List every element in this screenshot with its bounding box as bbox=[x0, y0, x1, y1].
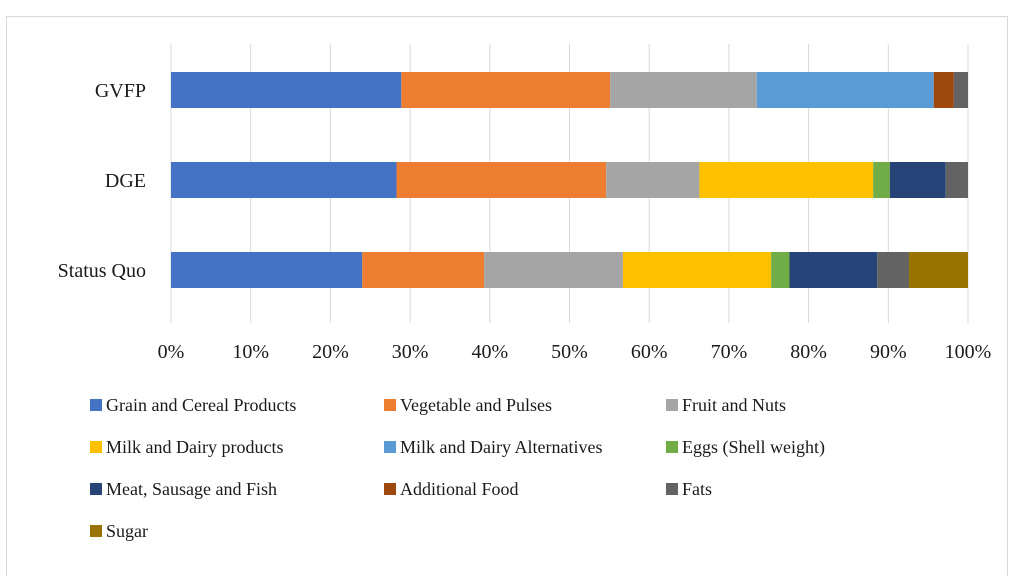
x-tick-label: 70% bbox=[711, 341, 748, 363]
bar-status-quo-vegetable-and-pulses bbox=[362, 252, 485, 288]
legend-label-fruit-and-nuts: Fruit and Nuts bbox=[682, 395, 786, 415]
legend-label-eggs-shell-weight: Eggs (Shell weight) bbox=[682, 437, 825, 458]
x-tick-label: 60% bbox=[631, 341, 668, 363]
x-tick-label: 10% bbox=[232, 341, 269, 363]
bar-status-quo-fruit-and-nuts bbox=[484, 252, 623, 288]
bar-status-quo-meat-sausage-and-fish bbox=[789, 252, 878, 288]
x-tick-label: 30% bbox=[392, 341, 429, 363]
x-tick-label: 100% bbox=[945, 341, 992, 363]
legend-swatch-sugar bbox=[90, 525, 102, 537]
x-tick-label: 0% bbox=[158, 341, 185, 363]
bar-gvfp-fruit-and-nuts bbox=[610, 72, 757, 108]
legend-swatch-vegetable-and-pulses bbox=[384, 399, 396, 411]
legend-swatch-grain-and-cereal-products bbox=[90, 399, 102, 411]
legend-label-sugar: Sugar bbox=[106, 521, 148, 541]
bar-dge-vegetable-and-pulses bbox=[396, 162, 607, 198]
bar-dge-fats bbox=[945, 162, 968, 198]
legend-swatch-fruit-and-nuts bbox=[666, 399, 678, 411]
bar-gvfp-grain-and-cereal-products bbox=[171, 72, 402, 108]
x-tick-label: 20% bbox=[312, 341, 349, 363]
legend-swatch-fats bbox=[666, 483, 678, 495]
bar-gvfp-milk-and-dairy-alternatives bbox=[756, 72, 934, 108]
x-tick-label: 90% bbox=[870, 341, 907, 363]
bar-status-quo-sugar bbox=[909, 252, 968, 288]
bar-dge-grain-and-cereal-products bbox=[171, 162, 397, 198]
bar-dge-meat-sausage-and-fish bbox=[889, 162, 946, 198]
category-label-status-quo: Status Quo bbox=[58, 260, 146, 282]
legend-label-vegetable-and-pulses: Vegetable and Pulses bbox=[400, 395, 552, 415]
bar-dge-milk-and-dairy-products bbox=[699, 162, 874, 198]
legend-label-additional-food: Additional Food bbox=[400, 479, 519, 499]
legend-swatch-meat-sausage-and-fish bbox=[90, 483, 102, 495]
x-tick-label: 80% bbox=[790, 341, 827, 363]
x-tick-label: 40% bbox=[471, 341, 508, 363]
bar-status-quo-fats bbox=[877, 252, 910, 288]
legend-swatch-additional-food bbox=[384, 483, 396, 495]
category-label-dge: DGE bbox=[105, 170, 146, 192]
x-tick-label: 50% bbox=[551, 341, 588, 363]
legend-label-fats: Fats bbox=[682, 479, 712, 499]
category-label-gvfp: GVFP bbox=[95, 80, 146, 102]
stacked-bar-chart: 0% 10% 20% 30% 40% 50% 60% 70% 80% 90% 100% GVFP DGE… bbox=[58, 44, 992, 541]
bar-status-quo-milk-and-dairy-products bbox=[622, 252, 772, 288]
legend-swatch-eggs-shell-weight bbox=[666, 441, 678, 453]
bar-gvfp-fats bbox=[953, 72, 968, 108]
chart-frame bbox=[6, 16, 1008, 576]
bar-gvfp-additional-food bbox=[933, 72, 954, 108]
bar-gvfp-vegetable-and-pulses bbox=[401, 72, 611, 108]
legend-label-milk-and-dairy-alternatives: Milk and Dairy Alternatives bbox=[400, 437, 602, 457]
legend-label-milk-and-dairy-products: Milk and Dairy products bbox=[106, 437, 283, 457]
bar-dge-fruit-and-nuts bbox=[606, 162, 700, 198]
legend-swatch-milk-and-dairy-products bbox=[90, 441, 102, 453]
legend-swatch-milk-and-dairy-alternatives bbox=[384, 441, 396, 453]
bar-status-quo-grain-and-cereal-products bbox=[171, 252, 363, 288]
bar-dge-eggs-shell-weight bbox=[873, 162, 890, 198]
legend-label-grain-and-cereal-products: Grain and Cereal Products bbox=[106, 395, 296, 415]
legend-label-meat-sausage-and-fish: Meat, Sausage and Fish bbox=[106, 479, 277, 499]
bar-status-quo-eggs-shell-weight bbox=[771, 252, 790, 288]
